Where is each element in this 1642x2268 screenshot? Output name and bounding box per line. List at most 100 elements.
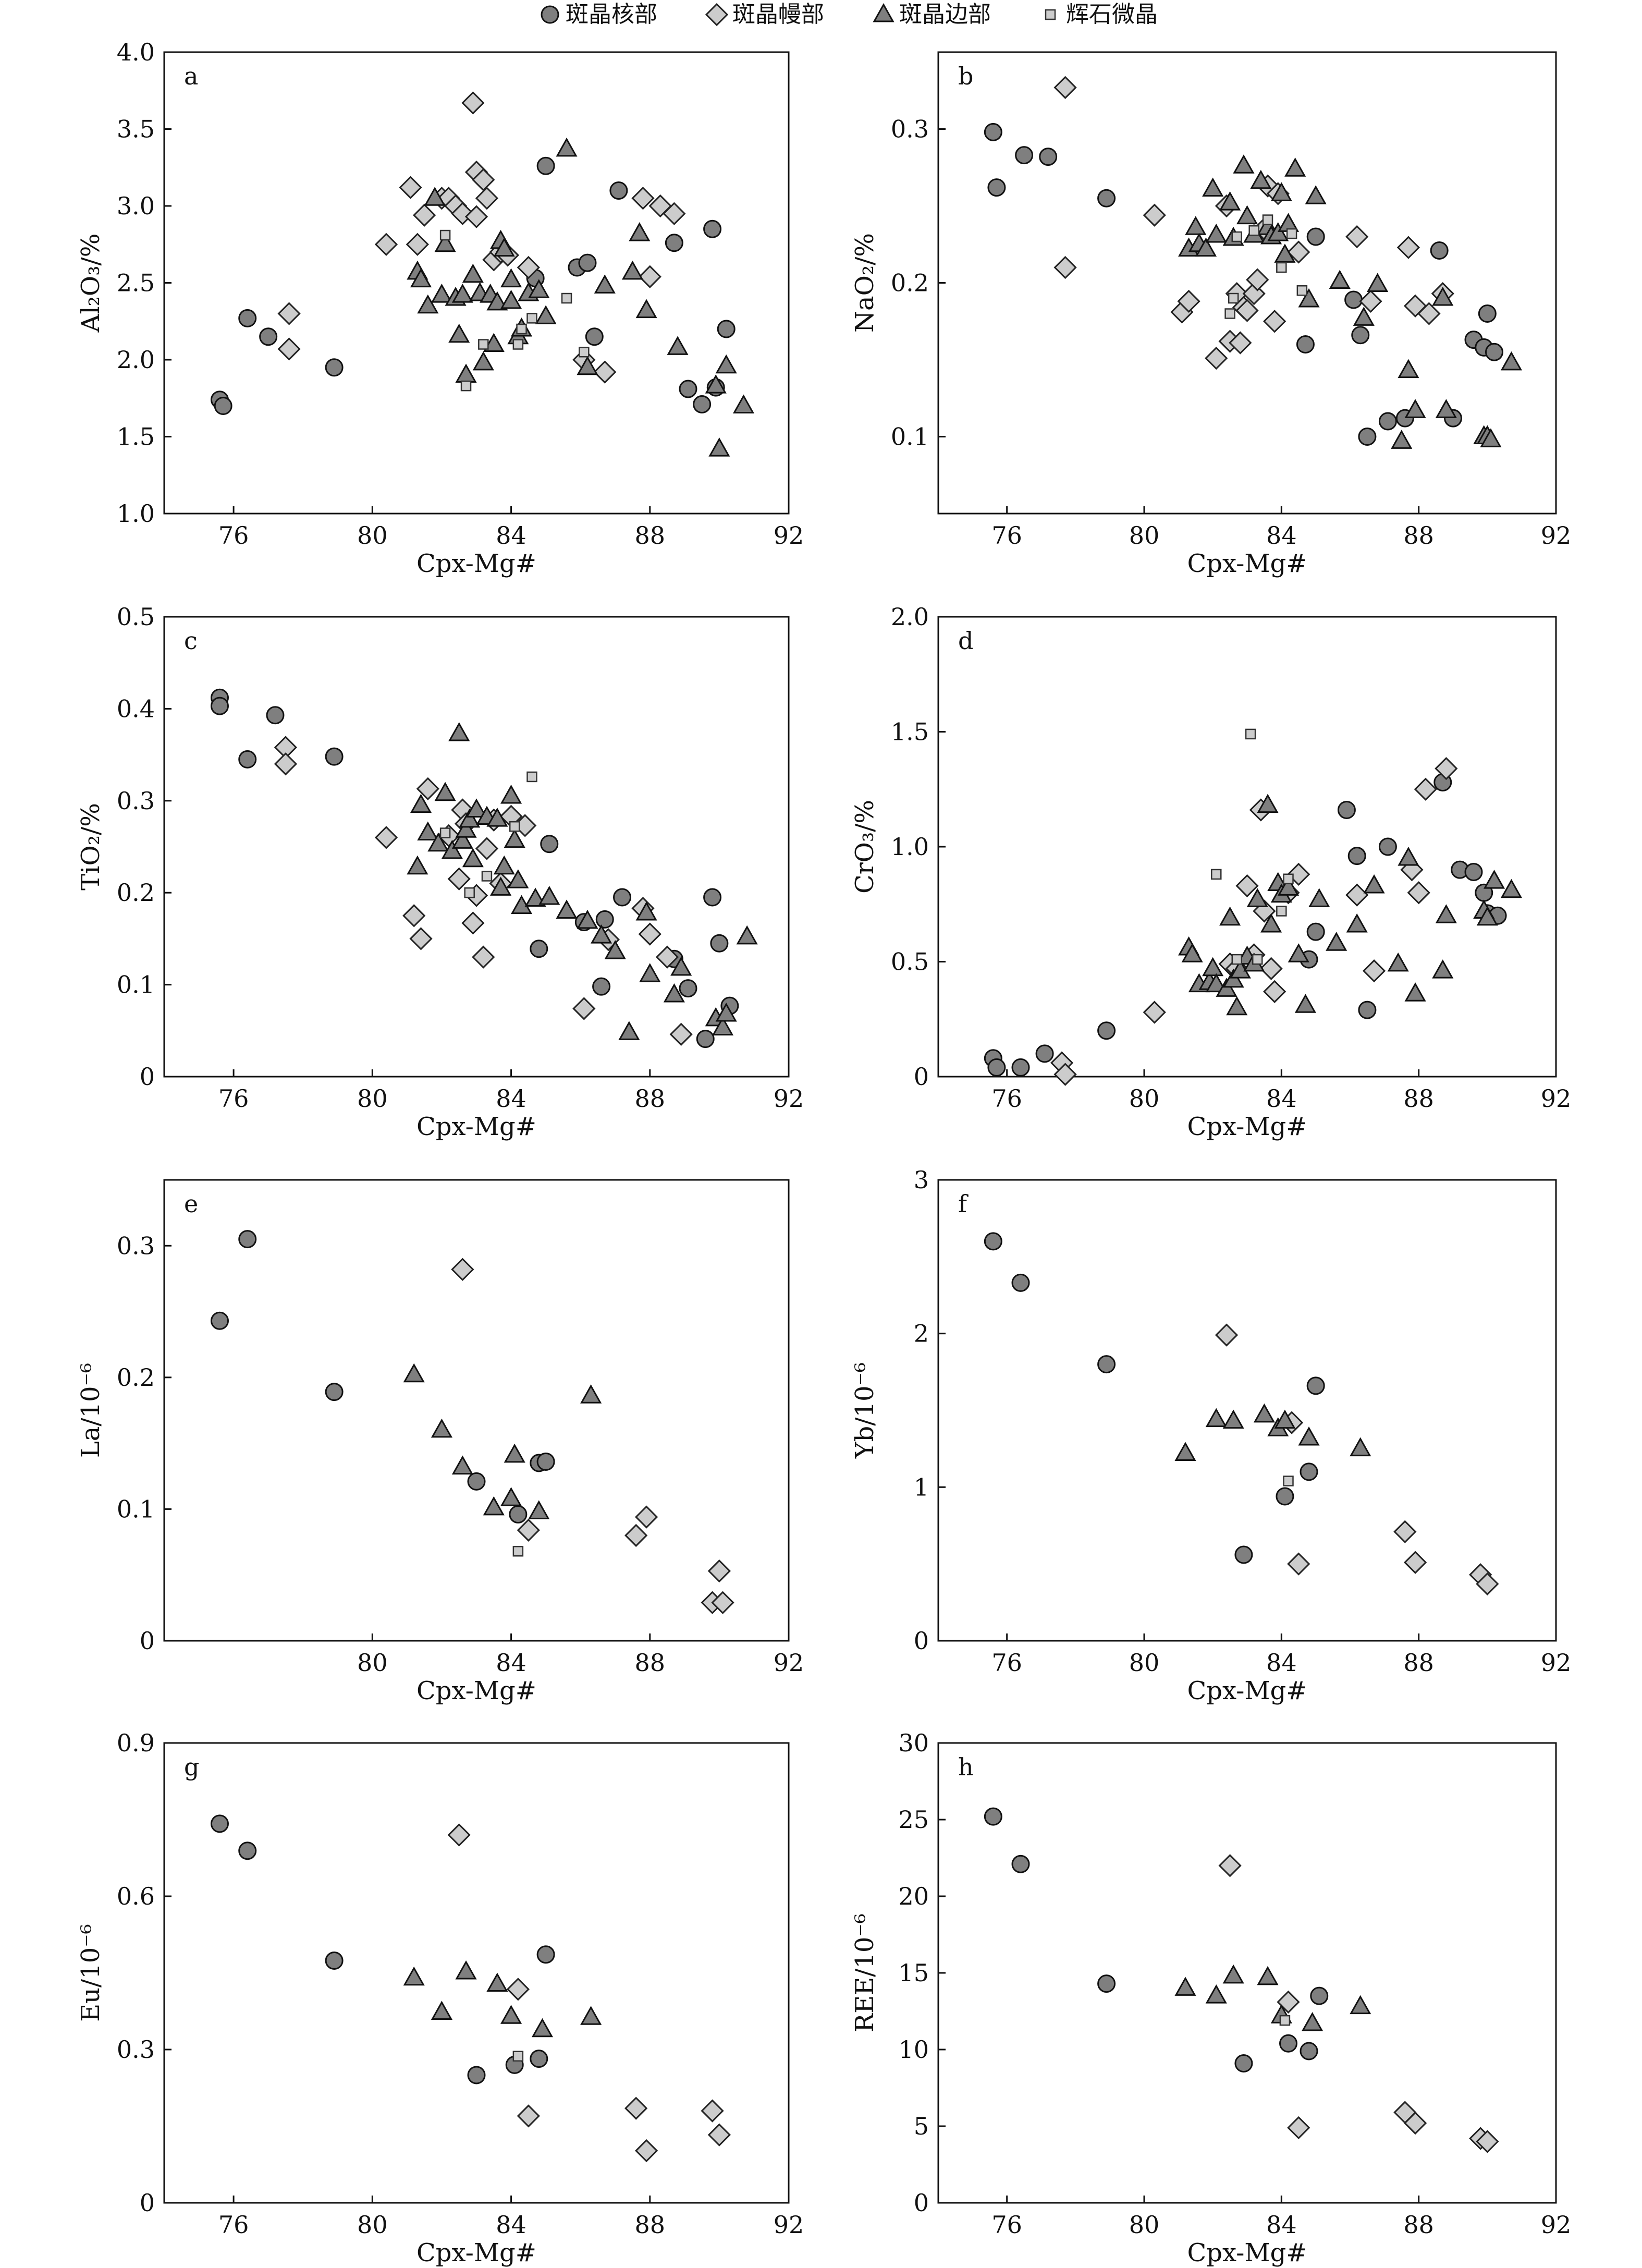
x-tick-label: 92 (774, 2211, 804, 2239)
data-point (1262, 214, 1273, 225)
y-tick-label: 2.5 (117, 269, 155, 297)
data-point (1231, 231, 1242, 242)
x-tick-label: 92 (1541, 521, 1572, 550)
data-point (1276, 262, 1287, 273)
series-circle (210, 156, 736, 415)
data-point (210, 1311, 229, 1330)
data-point (431, 1418, 453, 1438)
data-point (461, 911, 485, 935)
data-point (629, 222, 651, 241)
data-point (987, 1058, 1006, 1077)
panel-label: d (958, 627, 973, 655)
y-tick-label: 0.2 (117, 879, 155, 907)
data-point (1464, 863, 1483, 882)
x-tick-label: 88 (635, 1649, 666, 1677)
y-tick-label: 3.5 (117, 115, 155, 143)
data-point (238, 309, 257, 327)
x-axis-label: Cpx-Mg# (1187, 1676, 1307, 1705)
data-point (577, 909, 598, 929)
data-point (483, 1496, 505, 1516)
data-point (609, 181, 628, 200)
data-point (451, 1455, 473, 1475)
data-point (1174, 1977, 1196, 1996)
data-point (1246, 888, 1268, 907)
x-tick-label: 84 (496, 521, 526, 550)
x-tick-label: 88 (1403, 521, 1434, 550)
data-point (1286, 228, 1297, 239)
data-point (1224, 308, 1235, 319)
data-point (472, 945, 495, 969)
data-point (509, 821, 520, 832)
x-tick-label: 76 (991, 521, 1022, 550)
data-point (374, 233, 398, 256)
data-point (1337, 800, 1356, 819)
y-tick-label: 2.0 (117, 346, 155, 374)
y-tick-label: 0.9 (117, 1729, 155, 1757)
data-point (1234, 1545, 1253, 1564)
data-point (403, 1363, 425, 1383)
data-point (455, 363, 477, 383)
data-point (500, 2005, 522, 2024)
series-square (512, 1546, 524, 1557)
data-point (631, 187, 655, 210)
panels: a 76 80 84 88 92 1.0 1.5 2.0 2.5 3.0 3.5 4.0 Cpx-Mg# A… (76, 38, 1571, 2267)
data-point (1181, 943, 1203, 962)
series-diamond (277, 91, 686, 384)
panel-h: h 76 80 84 88 92 0 5 10 15 20 25 30 Cpx-Mg# REE/10⁻⁶ (850, 1729, 1571, 2267)
data-point (460, 380, 472, 392)
data-point (1396, 236, 1420, 259)
data-point (705, 374, 727, 394)
y-tick-label: 1 (914, 1473, 929, 1501)
data-point (1398, 846, 1419, 866)
data-point (579, 347, 590, 358)
data-point (1480, 428, 1502, 447)
data-point (984, 1232, 1002, 1251)
data-point (1174, 1442, 1196, 1461)
data-point (325, 358, 344, 377)
y-tick-label: 0.3 (891, 115, 929, 143)
data-point (517, 1518, 540, 1542)
x-tick-label: 76 (991, 2211, 1022, 2239)
series-circle (984, 1232, 1325, 1564)
legend-triangle-marker (873, 3, 894, 22)
legend-diamond-marker (705, 3, 729, 27)
data-point (732, 394, 755, 413)
data-point (214, 397, 232, 415)
panel-a: a 76 80 84 88 92 1.0 1.5 2.0 2.5 3.0 3.5 4.0 Cpx-Mg# A… (76, 38, 804, 578)
data-point (1222, 1409, 1244, 1429)
data-point (530, 2050, 548, 2068)
y-tick-label: 0 (914, 1627, 929, 1655)
data-point (1350, 1995, 1371, 2015)
data-point (459, 808, 481, 828)
data-point (475, 837, 499, 860)
data-point (536, 1945, 555, 1964)
data-point (1011, 1058, 1030, 1077)
x-axis-label: Cpx-Mg# (1187, 549, 1307, 578)
data-point (1284, 157, 1306, 177)
data-point (530, 940, 548, 958)
panel-label: b (958, 62, 973, 90)
plot-frame (937, 51, 1557, 515)
data-point (1274, 243, 1296, 263)
data-point (1263, 310, 1286, 333)
data-point (1417, 302, 1441, 325)
plot-frame (163, 616, 790, 1078)
y-axis-label: TiO₂/% (76, 803, 105, 891)
data-point (277, 302, 301, 325)
legend-item: 辉石微晶 (1045, 1, 1158, 28)
data-point (504, 1443, 525, 1463)
data-point (585, 327, 604, 346)
data-point (1143, 1001, 1166, 1024)
data-point (439, 229, 451, 241)
data-point (1053, 255, 1077, 279)
data-point (639, 963, 661, 982)
y-axis-label: Eu/10⁻⁶ (76, 1924, 105, 2022)
plot-frame (163, 1742, 790, 2204)
x-tick-label: 84 (496, 2211, 526, 2239)
series-diamond (1218, 1854, 1499, 2153)
data-point (1226, 996, 1248, 1016)
y-tick-label: 15 (898, 1959, 929, 1987)
data-point (1353, 307, 1375, 326)
data-point (1097, 1021, 1116, 1040)
data-point (424, 187, 446, 206)
